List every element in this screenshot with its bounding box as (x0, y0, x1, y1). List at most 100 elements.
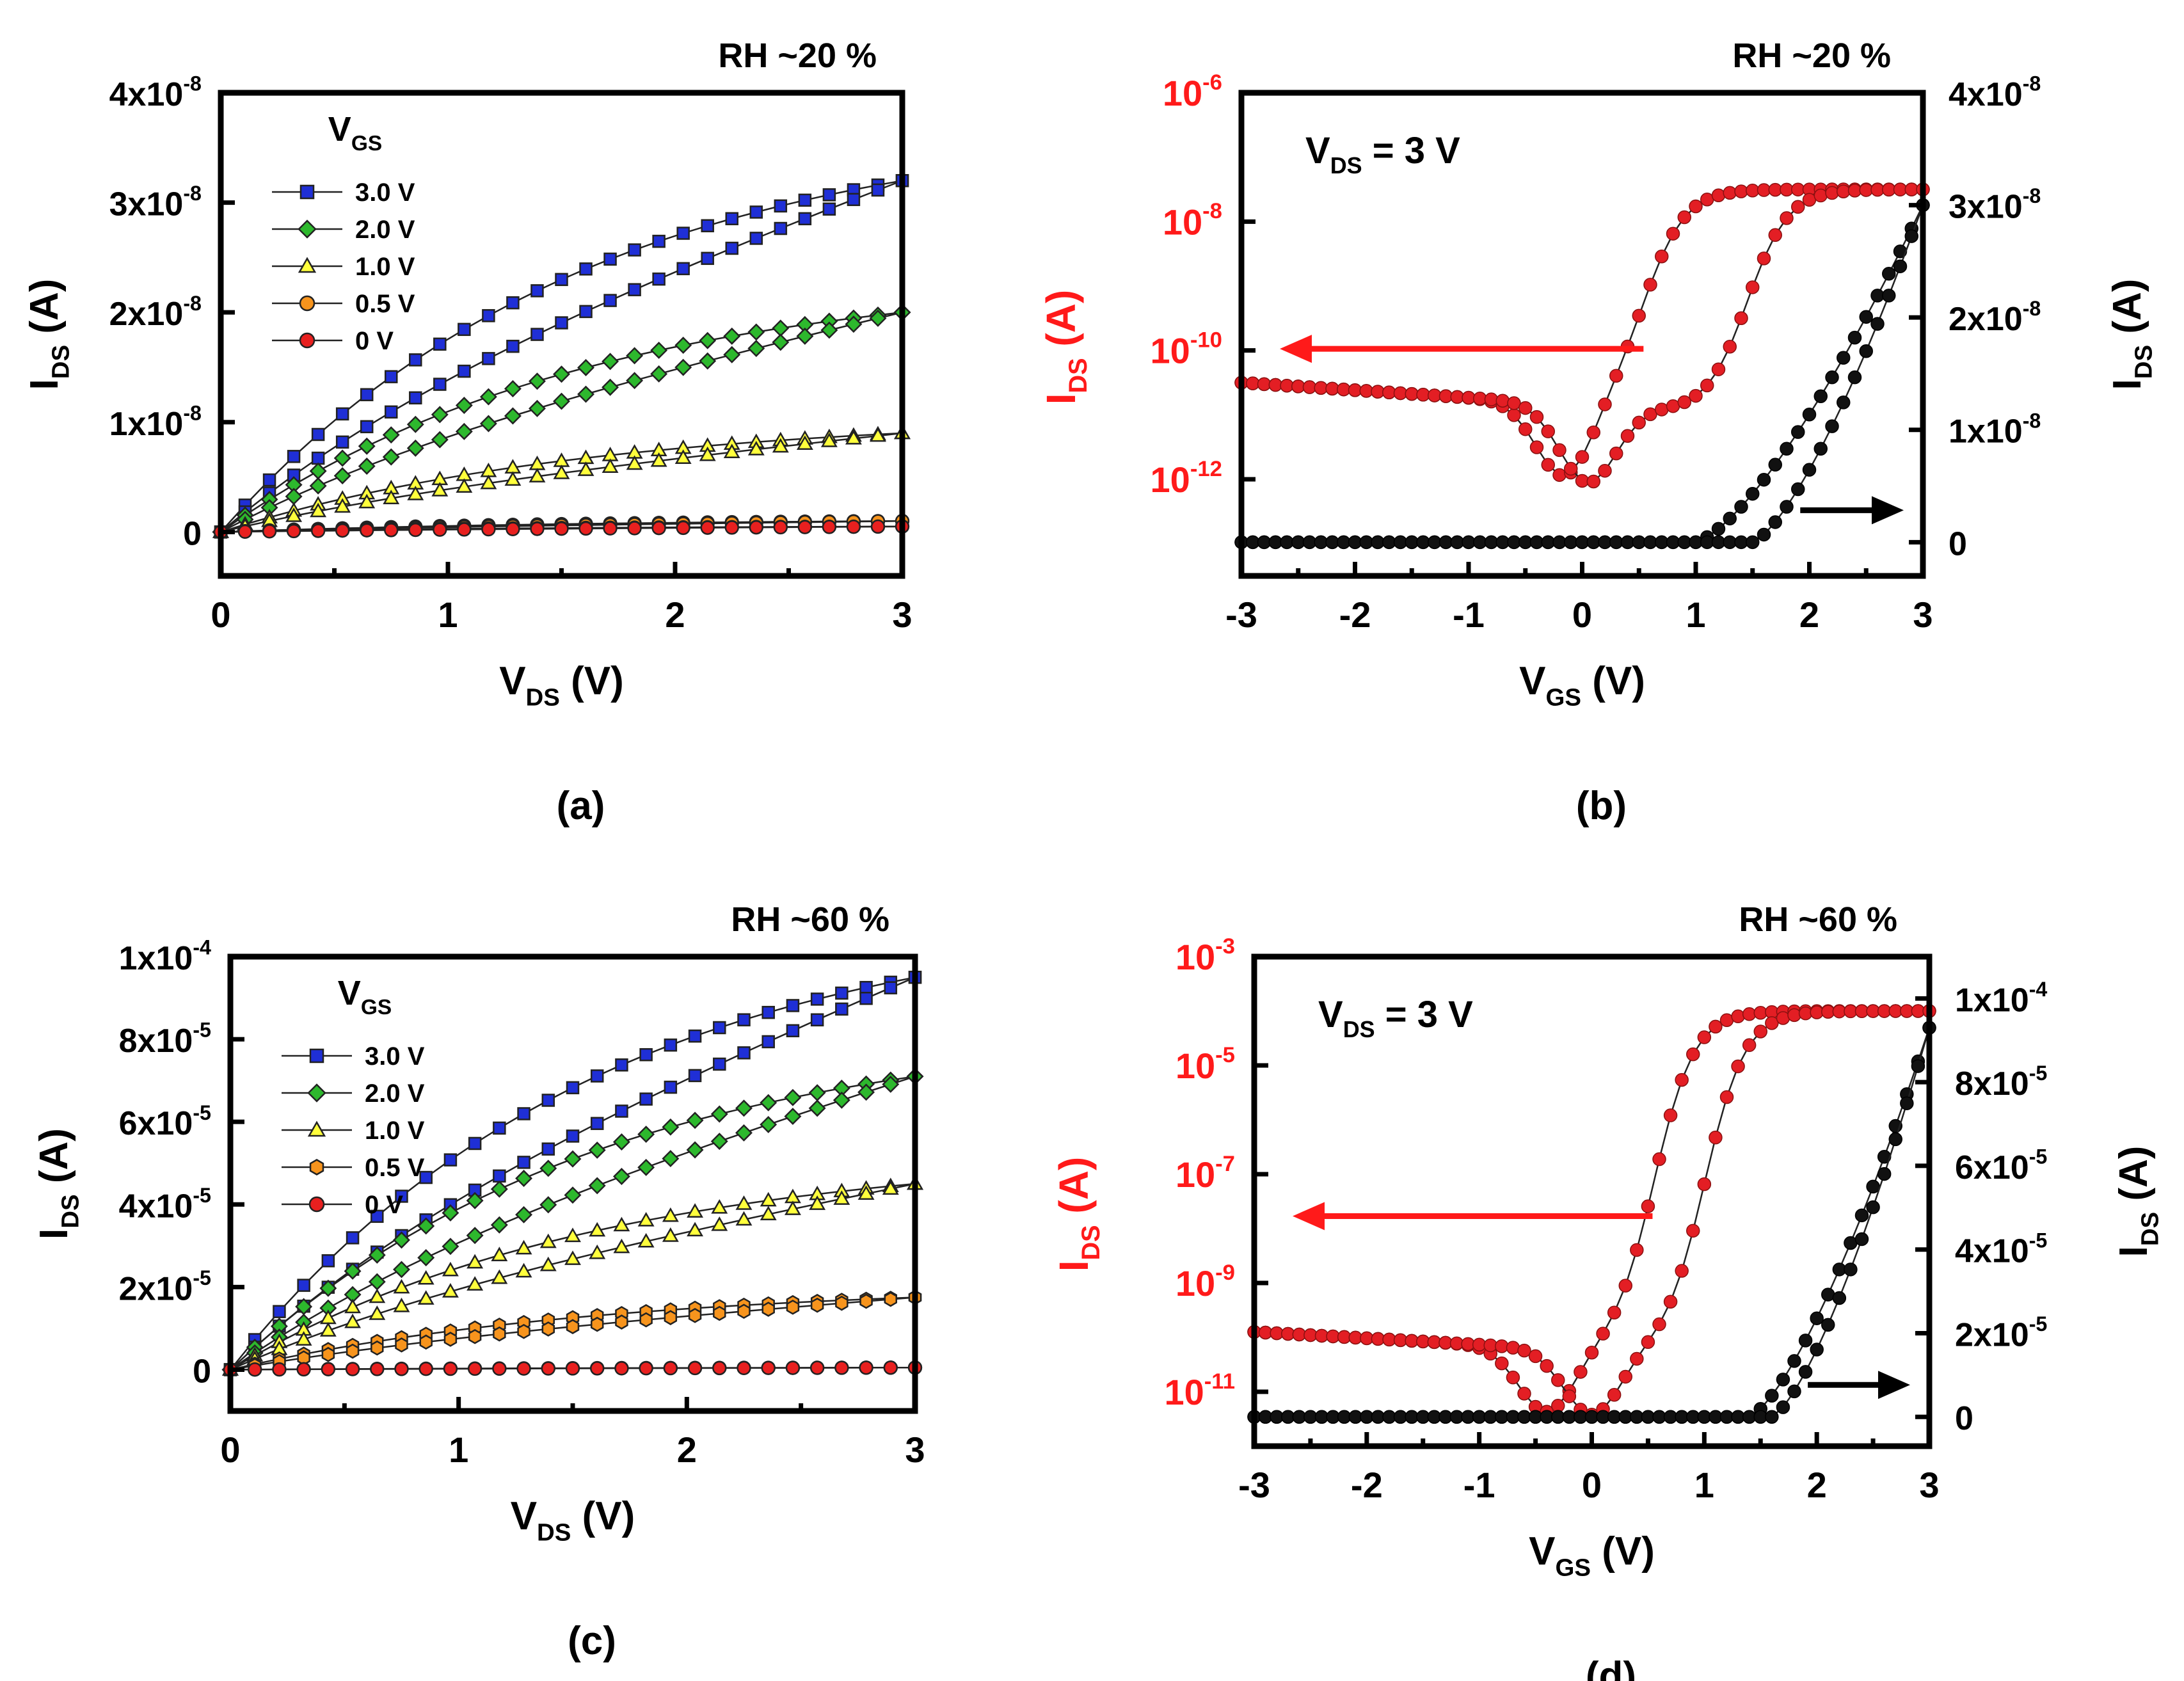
data-point (577, 385, 595, 403)
legend-label: 0.5 V (365, 1154, 425, 1182)
data-point (515, 1263, 532, 1278)
data-point (700, 520, 715, 535)
data-point (833, 1091, 850, 1109)
data-point (1888, 1132, 1902, 1147)
data-point (1791, 482, 1805, 497)
data-point (833, 1190, 850, 1205)
data-point (637, 1232, 655, 1248)
data-point (1719, 1090, 1734, 1104)
data-point (1528, 1349, 1543, 1364)
data-point (319, 1309, 337, 1325)
data-point (492, 1361, 507, 1376)
right-arrow-head (1878, 1371, 1910, 1399)
data-point (1450, 390, 1464, 404)
y-left-tick-label: 10-9 (1176, 1261, 1235, 1303)
data-point (662, 1150, 680, 1168)
y-right-tick-label: 1x10-8 (1949, 409, 2041, 450)
data-point (701, 219, 714, 233)
legend-label: 2.0 V (365, 1080, 425, 1108)
series-line (230, 1183, 916, 1371)
series-log (1247, 1004, 1936, 1422)
data-point (506, 339, 520, 353)
data-point (626, 372, 644, 390)
condition-label: RH ~20 % (718, 36, 877, 75)
data-point (1641, 1335, 1655, 1350)
data-point (859, 1293, 873, 1309)
data-point (1652, 1317, 1666, 1332)
data-point (1813, 389, 1828, 403)
legend-marker (299, 184, 315, 200)
data-point (639, 1092, 653, 1106)
data-point (1810, 1342, 1824, 1357)
data-point (1620, 429, 1635, 443)
data-point (466, 1227, 484, 1245)
data-point (555, 273, 568, 287)
legend-marker (299, 295, 315, 312)
data-point (408, 522, 423, 538)
data-point (1768, 182, 1782, 197)
data-point (808, 1084, 826, 1102)
data-point (433, 337, 447, 351)
legend: VGS 3.0 V 2.0 V 1.0 V 0.5 V 0 V (272, 110, 415, 355)
data-point (409, 391, 422, 405)
data-point (1517, 1387, 1531, 1401)
legend-marker (307, 1120, 326, 1137)
data-point (589, 1244, 606, 1259)
data-point (333, 449, 351, 467)
y-tick-label: 2x10-8 (109, 292, 202, 333)
data-point (591, 1316, 604, 1332)
data-point (1540, 1358, 1554, 1373)
data-point (285, 488, 303, 506)
x-tick-label: 1 (1686, 594, 1705, 635)
legend-label: 1.0 V (365, 1117, 425, 1145)
data-point (371, 1340, 384, 1356)
data-point (1768, 228, 1782, 243)
data-point (467, 1361, 482, 1376)
data-point (541, 1094, 555, 1107)
data-point (1630, 1351, 1644, 1366)
data-point (688, 1069, 702, 1083)
series-0V (223, 1360, 923, 1377)
data-point (761, 1035, 775, 1049)
data-point (786, 1024, 800, 1038)
data-point (639, 1361, 653, 1376)
data-point (588, 1141, 606, 1159)
data-point (1791, 425, 1805, 439)
data-point (1337, 382, 1351, 397)
data-point (1518, 401, 1533, 415)
y-tick-label: 4x10-5 (119, 1184, 211, 1225)
data-point (1586, 474, 1600, 489)
data-point (1697, 1030, 1712, 1044)
data-point (686, 1141, 704, 1159)
data-point (468, 1136, 482, 1151)
data-point (1742, 1038, 1757, 1053)
data-point (1291, 379, 1305, 394)
legend-label: 1.0 V (355, 253, 415, 281)
data-point (417, 1249, 435, 1266)
data-point (1552, 443, 1566, 458)
data-point (311, 451, 325, 465)
data-point (1280, 378, 1294, 393)
data-point (747, 323, 765, 341)
data-point (713, 1305, 726, 1321)
y-right-tick-label: 0 (1949, 525, 1967, 562)
data-point (541, 1142, 555, 1156)
data-point (820, 433, 838, 447)
data-point (637, 1158, 655, 1176)
data-point (566, 1129, 580, 1143)
data-point (1787, 1384, 1801, 1399)
data-point (699, 352, 717, 370)
data-point (1825, 370, 1839, 385)
y-left-axis-label: IDS (A) (1038, 290, 1092, 405)
data-point (1268, 378, 1282, 392)
data-point (774, 221, 788, 235)
data-point (1700, 378, 1714, 393)
data-point (1753, 1024, 1767, 1039)
x-tick-label: 1 (1694, 1465, 1714, 1505)
data-point (490, 1216, 508, 1234)
data-point (1734, 311, 1748, 325)
data-point (406, 439, 424, 457)
data-point (458, 323, 471, 337)
data-point (627, 521, 642, 536)
data-point (1723, 511, 1737, 526)
